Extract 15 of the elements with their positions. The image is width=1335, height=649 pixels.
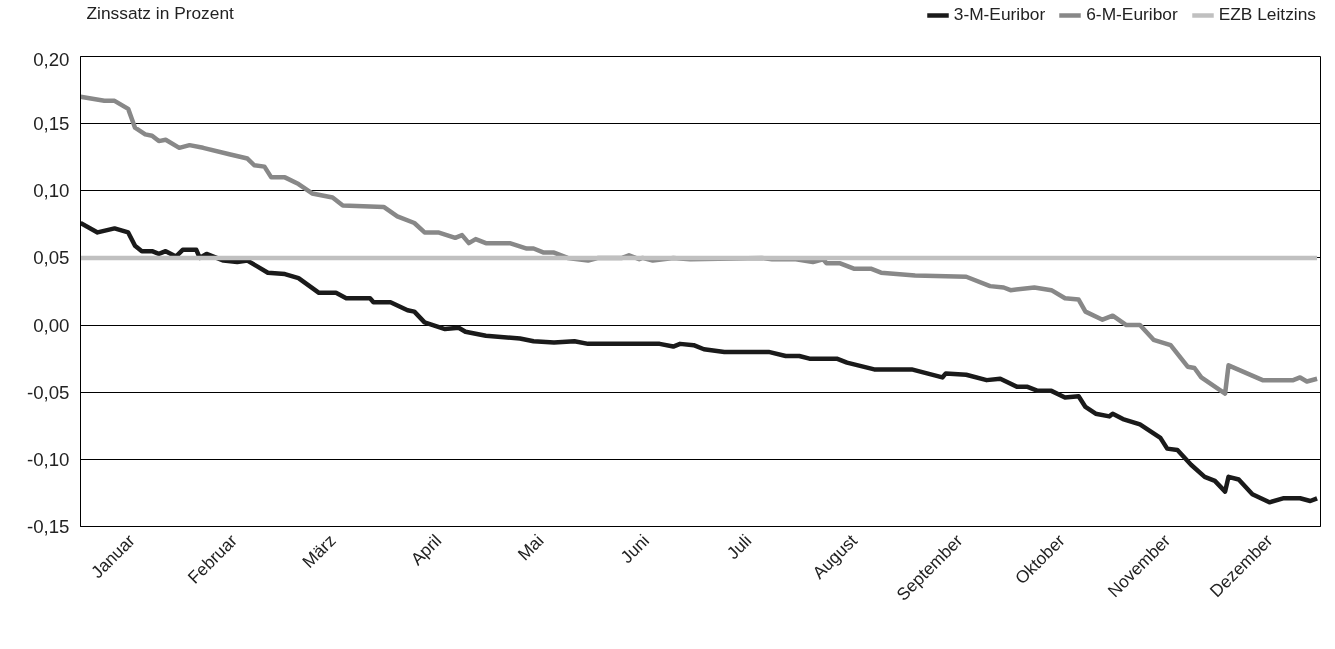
y-tick-label: -0,10 — [26, 448, 70, 470]
legend-label: EZB Leitzins — [1218, 4, 1316, 25]
x-tick-label: Mai — [513, 530, 548, 565]
y-tick-label: 0,20 — [33, 48, 70, 70]
x-tick-label: Juli — [722, 530, 756, 563]
legend-label: 3-M-Euribor — [953, 4, 1046, 25]
y-axis-title: Zinssatz in Prozent — [86, 2, 235, 23]
x-tick-label: Juni — [616, 530, 654, 568]
y-tick-label: 0,05 — [33, 247, 70, 269]
y-tick-label: 0,10 — [33, 180, 70, 202]
legend-label: 6-M-Euribor — [1086, 4, 1178, 25]
y-tick-label: -0,05 — [26, 381, 70, 403]
y-tick-label: -0,15 — [26, 516, 70, 537]
y-tick-label: 0,15 — [33, 113, 70, 135]
y-tick-label: 0,00 — [33, 314, 70, 336]
